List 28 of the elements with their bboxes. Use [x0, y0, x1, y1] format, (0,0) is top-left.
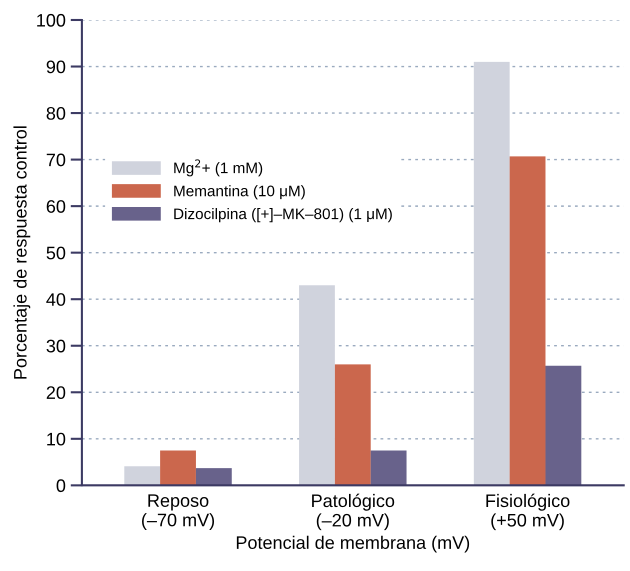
legend-label: Memantina (10 μM) — [174, 185, 305, 200]
bar — [545, 366, 582, 486]
legend-label: Mg$^{2}$+ (1 mM) — [174, 159, 262, 176]
bar — [124, 466, 160, 486]
y-axis-title: Porcentaje de respuesta control — [13, 126, 30, 379]
y-tick-label: 30 — [46, 340, 66, 352]
y-tick-label: 80 — [46, 106, 66, 120]
x-tick-label: Reposo (–70 mV) — [142, 494, 214, 530]
y-tick-label: 90 — [46, 60, 66, 74]
bar — [334, 364, 371, 486]
y-tick-label: 60 — [46, 200, 66, 213]
x-tick-label: Patológico (–20 mV) — [312, 494, 394, 530]
y-tick-label: 50 — [46, 246, 66, 260]
y-tick-label: 20 — [46, 386, 66, 399]
legend-label: Dizocilpina ([+]–MK–801) (1 μM) — [174, 208, 392, 222]
y-tick-label: 10 — [47, 432, 66, 446]
x-tick-label: Fisiológico (+50 mV) — [486, 494, 570, 530]
bar — [370, 450, 407, 486]
bar — [299, 285, 335, 486]
bar — [510, 156, 546, 486]
bar — [160, 450, 196, 486]
y-tick-label: 0 — [56, 479, 66, 492]
y-tick-label: 40 — [46, 293, 66, 306]
bar — [474, 62, 510, 486]
bar — [196, 468, 232, 486]
y-tick-label: 70 — [46, 154, 66, 166]
x-axis-title: Potencial de membrana (mV) — [236, 536, 470, 553]
y-tick-label: 100 — [37, 14, 66, 27]
